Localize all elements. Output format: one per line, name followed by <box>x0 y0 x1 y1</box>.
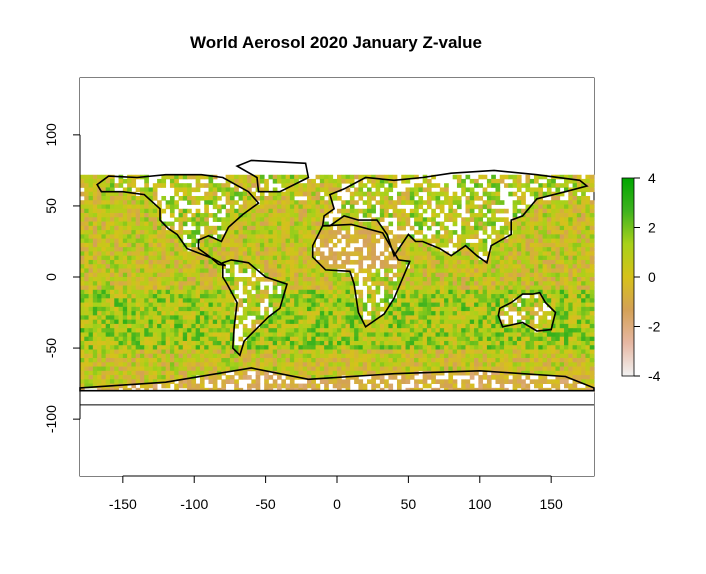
coastline <box>96 173 260 267</box>
x-tick-label: -100 <box>180 496 208 512</box>
aerosol-raster <box>80 78 595 476</box>
legend-tick-label: -2 <box>648 319 661 335</box>
legend-tick-label: 0 <box>648 269 656 285</box>
coastline <box>79 367 595 392</box>
chart-title: World Aerosol 2020 January Z-value <box>190 33 482 52</box>
coastline <box>222 259 288 357</box>
x-tick-label: 100 <box>468 496 492 512</box>
color-legend: -4 -2 0 2 4 <box>621 170 661 384</box>
legend-tick-label: 4 <box>648 170 656 186</box>
y-axis: -100 -50 0 50 100 <box>43 123 81 433</box>
y-tick-label: 50 <box>43 198 59 214</box>
legend-colorbar <box>621 177 635 377</box>
x-tick-label: -150 <box>109 496 137 512</box>
coastline <box>311 223 411 328</box>
y-tick-label: -50 <box>43 338 59 358</box>
y-tick-label: -100 <box>43 405 59 433</box>
x-tick-label: -50 <box>255 496 275 512</box>
x-tick-label: 50 <box>401 496 417 512</box>
x-axis: -150 -100 -50 0 50 100 150 <box>109 475 563 512</box>
x-tick-label: 150 <box>539 496 563 512</box>
x-tick-label: 0 <box>333 496 341 512</box>
y-tick-label: 0 <box>43 273 59 281</box>
coastline <box>321 169 589 265</box>
country-borders <box>79 159 595 392</box>
legend-tick-label: -4 <box>648 368 661 384</box>
legend-tick-label: 2 <box>648 220 656 236</box>
coastline <box>235 159 310 193</box>
y-tick-label: 100 <box>43 123 59 147</box>
coastline <box>497 291 557 332</box>
